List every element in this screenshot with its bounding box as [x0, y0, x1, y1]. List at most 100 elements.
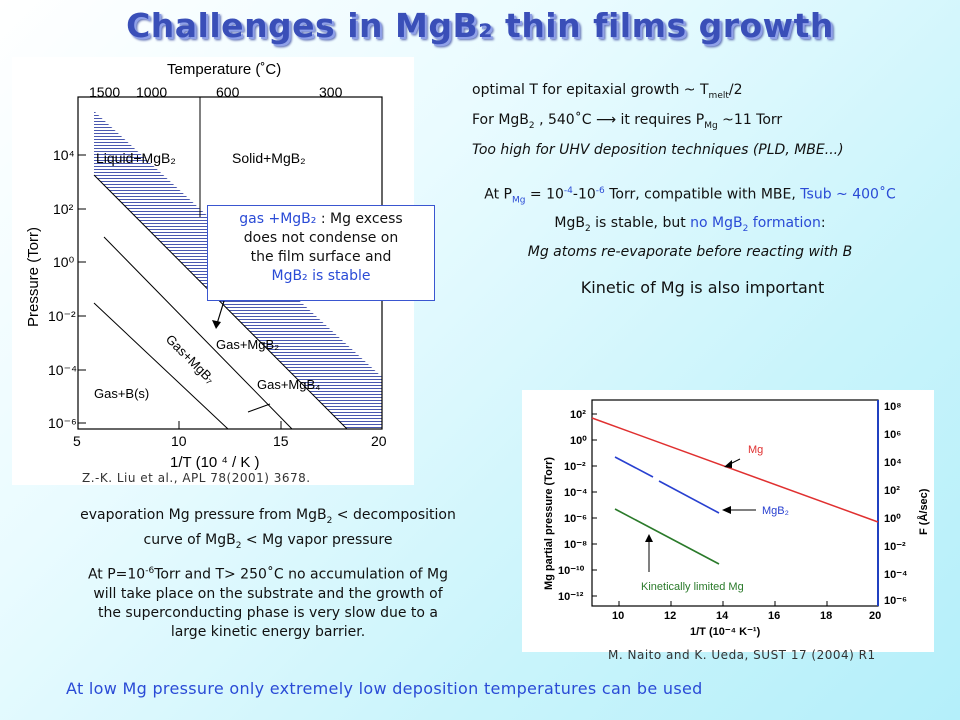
text: -10 — [572, 186, 596, 203]
kinetic-note: Kinetic of Mg is also important — [580, 278, 825, 297]
text: -4 — [563, 186, 573, 196]
y-right-tick: 10⁴ — [884, 457, 902, 469]
arrowhead-icon — [724, 460, 732, 468]
kinetic-line — [614, 508, 720, 565]
left-figure-citation: Z.-K. Liu et al., APL 78(2001) 3678. — [82, 471, 311, 485]
callout-gas-label: gas +MgB₂ — [239, 211, 317, 227]
y-axis-label: Pressure (Torr) — [25, 227, 42, 327]
decomposition-line — [93, 174, 348, 430]
mgb7-boundary — [93, 302, 229, 430]
x-tick: 10 — [612, 610, 624, 622]
text: MgB — [554, 215, 585, 232]
region-label: Gas+MgB₇ — [163, 332, 218, 387]
footer-conclusion: At low Mg pressure only extremely low de… — [66, 679, 703, 698]
right-figure-citation: M. Naito and K. Ueda, SUST 17 (2004) R1 — [608, 648, 876, 662]
text: melt — [708, 90, 729, 101]
callout-text: : Mg excess — [316, 211, 403, 227]
x-tick: 10 — [171, 433, 187, 449]
x-tick: 14 — [716, 610, 729, 622]
y-right-tick: 10² — [884, 485, 900, 497]
text: : — [820, 215, 826, 232]
y-right-tick: 10⁰ — [884, 513, 901, 525]
arrowhead-icon — [212, 320, 221, 329]
text: 2 — [235, 540, 242, 551]
y-left-tick: 10⁻¹² — [558, 591, 584, 603]
text: = 10 — [525, 186, 564, 203]
text: At P=10 — [87, 566, 146, 583]
mgb4-arrow — [247, 403, 271, 413]
y-left-tick: 10⁻⁸ — [564, 539, 587, 551]
text: Tsub ~ 400˚C — [800, 186, 896, 203]
text: For MgB — [472, 111, 529, 128]
x-axis-label: 1/T (10⁻⁴ K⁻¹) — [690, 626, 761, 638]
text: is stable, but — [590, 215, 691, 232]
text: -6 — [145, 566, 155, 576]
y-left-label: Mg partial pressure (Torr) — [543, 457, 555, 590]
text: < Mg vapor pressure — [241, 531, 393, 548]
callout-text: the film surface and — [250, 249, 392, 265]
top-tick: 1000 — [136, 84, 167, 100]
top-tick: 1500 — [89, 84, 120, 100]
text: Mg — [704, 120, 718, 131]
y-tick: 10² — [53, 201, 74, 217]
growth-conditions-text: optimal T for epitaxial growth ~ Tmelt/2… — [472, 78, 952, 162]
x-tick: 5 — [73, 433, 81, 449]
text: Mg atoms re-evaporate before reacting wi… — [527, 244, 853, 261]
y-right-tick: 10⁶ — [884, 429, 901, 441]
text: the superconducting phase is very slow d… — [98, 604, 438, 621]
kinetic-label: Kinetically limited Mg — [641, 581, 744, 593]
text: ~11 Torr — [717, 111, 783, 128]
mgb2-line — [614, 456, 654, 478]
text: /2 — [728, 82, 743, 98]
region-label: Gas+MgB₂ — [216, 337, 279, 352]
text: formation — [748, 215, 821, 232]
text: 2 — [326, 515, 333, 526]
text: evaporation Mg pressure from MgB — [80, 507, 327, 523]
plot-frame — [591, 399, 879, 607]
y-left-tick: 10⁻⁶ — [564, 513, 587, 525]
text: large kinetic energy barrier. — [170, 623, 366, 640]
text: Torr and T> 250˚C no accumulation of Mg — [154, 566, 449, 583]
mg-vapor-line — [591, 417, 879, 523]
text: 2 — [584, 224, 591, 235]
y-tick: 10⁻⁴ — [48, 362, 77, 378]
callout-box: gas +MgB₂ : Mg excess does not condense … — [207, 205, 435, 301]
x-tick: 18 — [820, 610, 832, 622]
arrowhead-icon — [722, 506, 731, 514]
y-left-tick: 10⁻⁴ — [564, 487, 587, 499]
vapor-pressure-svg: 10² 10⁰ 10⁻² 10⁻⁴ 10⁻⁶ 10⁻⁸ 10⁻¹⁰ 10⁻¹² … — [543, 399, 930, 638]
x-tick: 15 — [273, 433, 289, 449]
text: Torr, compatible with MBE, — [604, 186, 801, 203]
y-right-tick: 10⁸ — [884, 401, 901, 413]
text: At P — [484, 186, 512, 203]
text: -6 — [595, 186, 605, 196]
y-left-tick: 10⁻² — [564, 461, 586, 473]
x-tick: 12 — [664, 610, 676, 622]
text: , 540˚C ⟶ it requires P — [534, 111, 705, 128]
text: will take place on the substrate and the… — [93, 585, 443, 602]
text: Too high for UHV deposition techniques (… — [472, 141, 844, 158]
text: curve of MgB — [143, 531, 236, 548]
y-right-tick: 10⁻² — [884, 541, 906, 553]
y-right-tick: 10⁻⁴ — [884, 569, 907, 581]
callout-text: does not condense on — [243, 230, 399, 246]
low-pressure-paragraph: At P=10-6Torr and T> 250˚C no accumulati… — [18, 562, 518, 642]
y-left-tick: 10² — [570, 409, 586, 421]
x-axis-label: 1/T (10 ⁴ / K ) — [170, 454, 260, 471]
region-label: Liquid+MgB₂ — [96, 150, 176, 166]
slide-title: Challenges in MgB₂ thin films growth — [126, 6, 834, 45]
evaporation-paragraph: evaporation Mg pressure from MgB2 < deco… — [18, 506, 518, 556]
y-tick: 10⁻² — [48, 308, 76, 324]
top-tick: 600 — [216, 84, 240, 100]
y-tick: 10⁴ — [53, 147, 75, 163]
y-tick: 10⁰ — [53, 254, 75, 270]
y-left-tick: 10⁰ — [570, 435, 587, 447]
mbe-conditions-text: At PMg = 10-4-10-6 Torr, compatible with… — [440, 180, 940, 264]
text: < decomposition — [332, 507, 456, 523]
x-tick: 20 — [371, 433, 387, 449]
mgb4-boundary — [103, 236, 293, 430]
text: 2 — [742, 224, 749, 235]
x-tick: 16 — [768, 610, 780, 622]
text: no MgB — [690, 215, 743, 232]
mgb2-label: MgB₂ — [762, 505, 789, 517]
